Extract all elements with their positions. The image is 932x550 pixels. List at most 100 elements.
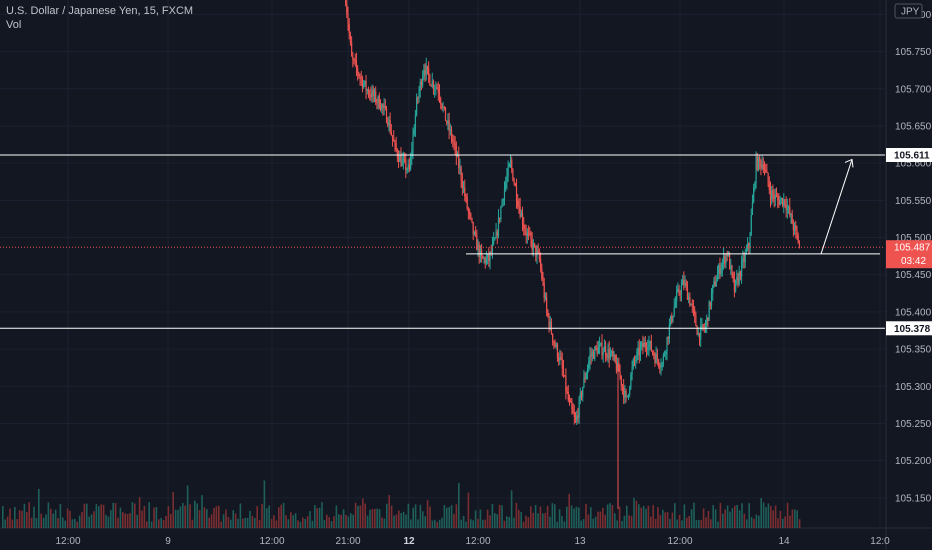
volume-bar (174, 509, 177, 528)
volume-bar (556, 521, 558, 528)
volume-bar (364, 503, 366, 528)
candle-body (349, 33, 352, 43)
projection-arrow (820, 159, 853, 255)
candle-body (748, 243, 750, 247)
price-axis[interactable]: 105.800105.750105.700105.650105.600105.5… (895, 10, 932, 504)
candle-body (623, 387, 625, 398)
candle-body (753, 187, 755, 202)
candle-body (769, 189, 772, 200)
volume-bar (376, 508, 378, 528)
candle-body (722, 255, 725, 263)
candle-body (597, 347, 599, 354)
candle-body (452, 139, 454, 141)
candle-body (425, 65, 427, 75)
volume-bar (105, 514, 107, 528)
volume-bar (11, 519, 14, 528)
volume-bar (54, 509, 57, 528)
candle-body (786, 207, 788, 210)
candle-body (553, 341, 555, 344)
volume-bar (294, 513, 297, 528)
candle-body (515, 186, 518, 201)
volume-bar (369, 509, 371, 528)
candle-body (367, 89, 370, 95)
candle-body (450, 129, 453, 140)
candle-body (655, 353, 657, 364)
volume-bar (342, 509, 345, 528)
candle-body (583, 377, 585, 388)
candle-body (644, 342, 646, 347)
volume-bar (530, 506, 532, 528)
volume-bar (374, 508, 376, 528)
candle-body (401, 160, 403, 166)
candle-body (436, 87, 438, 89)
volume-bar (270, 518, 273, 528)
candle-body (730, 265, 732, 270)
candle-body (475, 232, 477, 236)
volume-bar (762, 502, 765, 528)
volume-bar (359, 505, 362, 528)
candle-body (702, 324, 704, 328)
candle-body (529, 233, 531, 235)
candle-body (378, 96, 380, 109)
candle-body (460, 167, 462, 181)
volume-bar (417, 519, 419, 528)
candle-body (559, 356, 561, 361)
volume-bar (472, 520, 474, 528)
candle-body (548, 315, 550, 327)
volume-bar (549, 516, 551, 528)
candle-body (625, 390, 627, 397)
volume-bar (638, 504, 640, 528)
volume-bar (518, 509, 520, 528)
candle-body (607, 349, 609, 358)
volume-bar (647, 505, 650, 528)
candle-body (520, 213, 522, 217)
volume-bar (412, 507, 414, 528)
volume-bar (4, 519, 6, 528)
candle-body (580, 392, 583, 397)
candle-body (596, 348, 598, 354)
candle-body (411, 150, 413, 157)
candle-body (353, 59, 355, 61)
candle-body (494, 238, 496, 240)
candle-body (642, 342, 644, 348)
volume-bar (182, 503, 184, 528)
volume-bar (765, 507, 767, 528)
candle-body (540, 259, 542, 269)
volume-bar (429, 506, 431, 528)
time-axis[interactable]: 12:00 9 12:00 21:00 12 12:00 13 12:00 14 12:0 (55, 536, 890, 547)
candle-body (379, 108, 382, 110)
volume-bar (746, 519, 748, 528)
candle-body (412, 135, 414, 151)
candle-body (778, 199, 780, 205)
volume-bar (246, 517, 249, 528)
candle-body (449, 129, 451, 131)
volume-bar (225, 509, 227, 528)
candle-body (618, 362, 620, 372)
volume-bar (18, 510, 21, 528)
level-tag-label: 105.611 (894, 150, 930, 161)
volume-bar (539, 506, 542, 528)
candle-body (796, 229, 798, 236)
candle-body (755, 156, 757, 184)
candle-body (487, 254, 489, 259)
volume-bar (234, 513, 237, 528)
candle-body (690, 304, 692, 306)
candle-body (395, 142, 397, 150)
volume-bar (98, 506, 100, 528)
volume-bar (402, 511, 405, 528)
candle-body (558, 357, 560, 361)
candle-body (573, 413, 575, 417)
volume-bar (422, 511, 424, 528)
volume-bar (86, 503, 88, 528)
candle-body (432, 81, 435, 89)
volume-bar (122, 512, 124, 528)
candle-body (670, 315, 672, 325)
candle-body (519, 206, 521, 217)
candle-body (420, 81, 423, 86)
volume-bar (28, 502, 30, 528)
candle-body (737, 277, 739, 284)
last-price-label: 105.487 (894, 243, 931, 254)
volume-bar (275, 520, 278, 528)
volume-bar (141, 510, 143, 528)
